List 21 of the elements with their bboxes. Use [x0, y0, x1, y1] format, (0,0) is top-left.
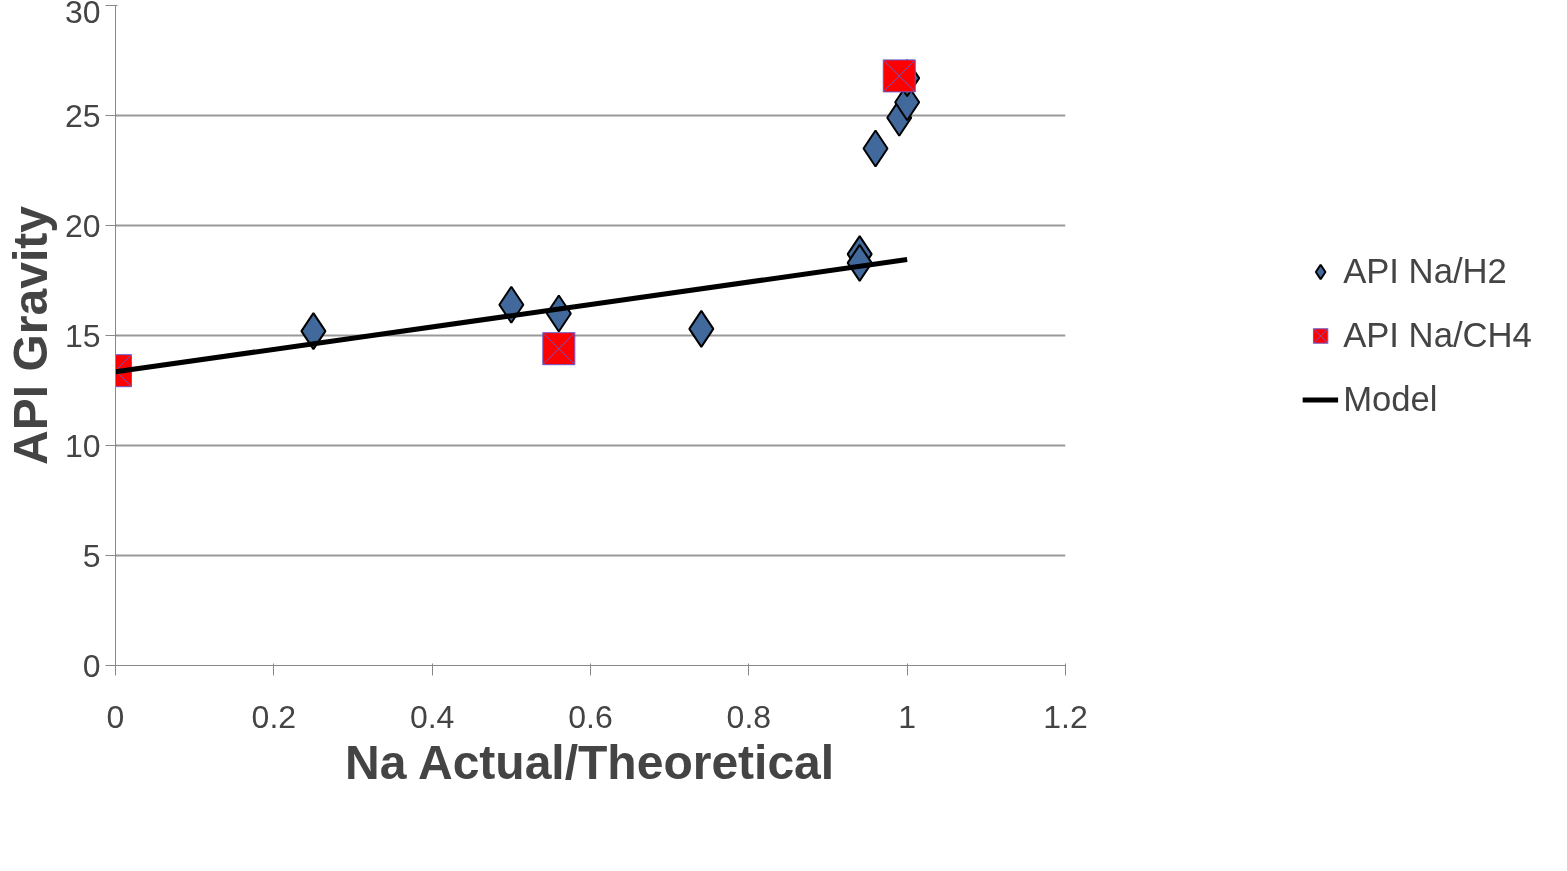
- point: [542, 332, 576, 366]
- x-tick-label: 0.6: [568, 698, 613, 735]
- x-axis-title: Na Actual/Theoretical: [345, 735, 835, 789]
- y-tick-label: 30: [64, 0, 101, 30]
- x-tick-label: 0.4: [409, 698, 455, 735]
- y-tick-label: 20: [64, 207, 101, 244]
- point: [882, 59, 916, 93]
- y-axis-title: API Gravity: [3, 205, 57, 465]
- legend-label: API Na/CH4: [1343, 315, 1532, 355]
- x-tick-label: 1: [898, 698, 917, 735]
- x-tick-label: 0.2: [251, 698, 297, 735]
- y-tick-label: 15: [64, 317, 101, 354]
- y-tick-label: 25: [64, 97, 101, 134]
- x-tick-label: 0.8: [726, 698, 772, 735]
- y-tick-label: 0: [82, 647, 101, 684]
- x-tick-label: 0: [106, 698, 125, 735]
- y-tick-label: 5: [82, 537, 101, 574]
- y-tick-label: 10: [64, 427, 101, 464]
- legend-label: API Na/H2: [1343, 251, 1507, 291]
- legend-label: Model: [1343, 379, 1438, 419]
- x-tick-label: 1.2: [1043, 698, 1088, 735]
